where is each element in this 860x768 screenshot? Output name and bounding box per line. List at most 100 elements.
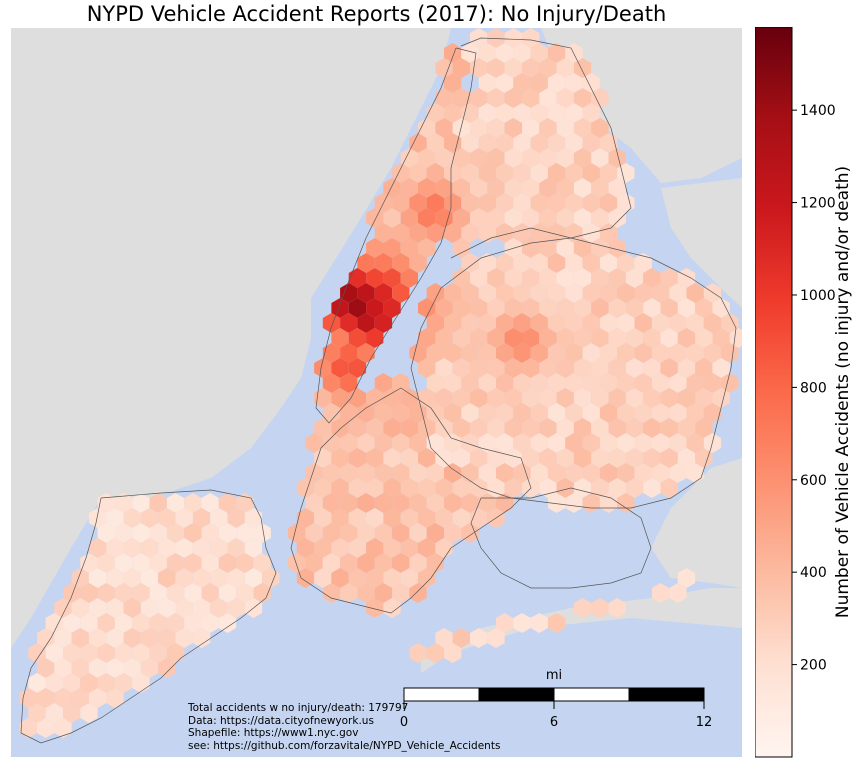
hex-cell <box>158 598 176 618</box>
hex-cell <box>547 313 566 333</box>
hex-cell <box>383 268 401 288</box>
hex-cell <box>582 343 600 363</box>
hex-cell <box>539 418 557 438</box>
colorbar-tick-label: 600 <box>800 473 827 489</box>
scale-seg-4 <box>628 687 705 702</box>
hex-cell <box>496 163 514 183</box>
hex-cell <box>573 148 592 168</box>
hex-cell <box>539 178 557 198</box>
hex-cell <box>97 523 115 543</box>
hex-cell <box>106 628 124 648</box>
scale-seg-3 <box>553 687 630 702</box>
colorbar: 200 400 600 800 1000 1200 1400 <box>755 27 835 758</box>
hex-cell <box>331 298 349 318</box>
hex-cell <box>366 388 384 408</box>
hex-cell <box>184 553 202 573</box>
hex-cell <box>599 373 618 393</box>
hex-cell <box>123 598 141 618</box>
hex-cell <box>625 298 644 318</box>
hex-cell <box>322 583 341 603</box>
hex-cell <box>262 568 280 588</box>
hex-cell <box>426 493 444 513</box>
colorbar-ticks: 200 400 600 800 1000 1200 1400 <box>792 103 835 674</box>
hex-cell <box>556 208 574 228</box>
hex-cell <box>357 553 375 573</box>
hex-cell <box>366 208 384 228</box>
hex-cell <box>565 433 583 453</box>
hex-cell <box>106 568 124 588</box>
hex-cell <box>305 433 323 453</box>
hex-cell <box>461 343 479 363</box>
hex-cell <box>149 553 167 573</box>
hex-cell <box>392 463 410 483</box>
hex-cell <box>677 418 696 438</box>
hex-cell <box>331 358 349 378</box>
hex-cell <box>643 388 661 408</box>
hex-cell <box>608 298 626 318</box>
hex-cell <box>522 58 540 78</box>
hex-cell <box>478 343 496 363</box>
hex-cell <box>573 418 592 438</box>
hex-cell <box>634 433 652 453</box>
hex-cell <box>452 478 470 498</box>
hex-cell <box>487 268 505 288</box>
hex-cell <box>409 463 427 483</box>
hex-cell <box>695 298 713 318</box>
hex-cell <box>123 508 141 528</box>
hex-cell <box>444 343 462 363</box>
hex-cell <box>522 178 540 198</box>
hex-cell <box>210 598 228 618</box>
hex-cell <box>496 193 514 213</box>
hex-cell <box>322 313 341 333</box>
hex-cell <box>617 463 635 483</box>
hex-cell <box>625 448 644 468</box>
hex-cell <box>409 583 427 603</box>
border-queens <box>410 237 737 509</box>
hex-cell <box>539 298 557 318</box>
hex-cell <box>426 643 444 663</box>
hex-cell <box>504 118 522 138</box>
hex-cell <box>643 478 661 498</box>
hex-cell <box>348 568 367 588</box>
hex-cell <box>444 313 462 333</box>
hex-cell <box>660 448 678 468</box>
hex-cell <box>400 418 418 438</box>
colorbar-tick-label: 1000 <box>800 288 835 304</box>
hex-cell <box>452 628 470 648</box>
hex-cell <box>591 388 609 408</box>
hex-cell <box>539 118 557 138</box>
hex-cell <box>227 568 245 588</box>
hex-cell <box>461 43 479 63</box>
hex-cell <box>625 418 644 438</box>
hex-cell <box>504 268 522 288</box>
hex-cell <box>565 253 583 273</box>
hex-cell <box>158 658 176 678</box>
hex-cell <box>132 673 150 693</box>
hex-cell <box>149 583 167 603</box>
hex-cell <box>201 493 219 513</box>
hex-cell <box>669 283 687 303</box>
hex-cell <box>573 88 592 108</box>
hex-cell <box>418 238 436 258</box>
hex-cell <box>478 403 496 423</box>
hex-cell <box>591 118 609 138</box>
hex-cell <box>686 313 704 333</box>
hex-cell <box>340 313 358 333</box>
hex-cell <box>54 688 72 708</box>
hex-cell <box>314 448 332 468</box>
hex-cell <box>634 403 652 423</box>
hex-cell <box>314 418 332 438</box>
hex-cell <box>470 118 488 138</box>
hex-cell <box>400 268 418 288</box>
hex-cell <box>426 193 444 213</box>
hex-cell <box>426 523 444 543</box>
hex-cell <box>522 238 540 258</box>
hex-cell <box>140 508 159 528</box>
colorbar-tick-label: 1400 <box>800 103 835 119</box>
scale-tick-6: 6 <box>550 715 558 730</box>
hex-cell <box>236 583 254 603</box>
hex-cell <box>599 343 618 363</box>
hex-cell <box>418 388 436 408</box>
hex-cell <box>487 178 505 198</box>
hex-cell <box>547 433 566 453</box>
